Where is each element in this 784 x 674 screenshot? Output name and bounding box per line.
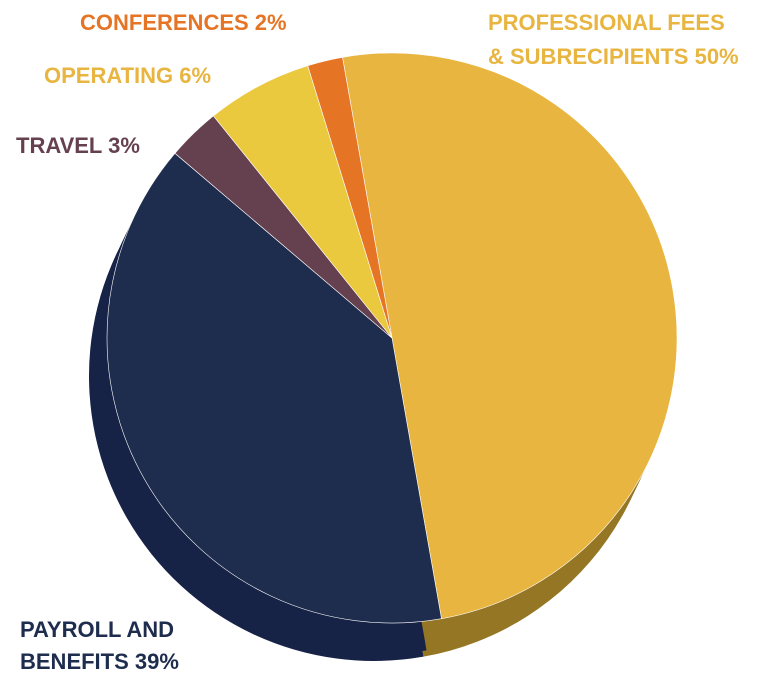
label-line: BENEFITS 39% [20, 649, 179, 674]
pie-slice-conferences [307, 56, 393, 339]
label-operating: OPERATING 6% [44, 63, 211, 88]
pie-slices [106, 52, 678, 624]
label-payroll-and-benefits: PAYROLL AND BENEFITS 39% [20, 617, 179, 674]
label-professional-fees-and-subrecipients: PROFESSIONAL FEES & SUBRECIPIENTS 50% [488, 10, 739, 69]
pie-slice-payroll-and-benefits [106, 152, 442, 624]
label-conferences: CONFERENCES 2% [80, 10, 287, 35]
label-line: OPERATING 6% [44, 63, 211, 88]
label-line: PROFESSIONAL FEES [488, 10, 725, 35]
label-line: CONFERENCES 2% [80, 10, 287, 35]
pie-slice-professional-fees-and-subrecipients [342, 52, 678, 620]
label-travel: TRAVEL 3% [16, 133, 140, 158]
label-line: PAYROLL AND [20, 617, 174, 642]
label-line: TRAVEL 3% [16, 133, 140, 158]
label-line: & SUBRECIPIENTS 50% [488, 44, 739, 69]
pie-labels: PROFESSIONAL FEES & SUBRECIPIENTS 50% PAYR… [16, 10, 739, 674]
